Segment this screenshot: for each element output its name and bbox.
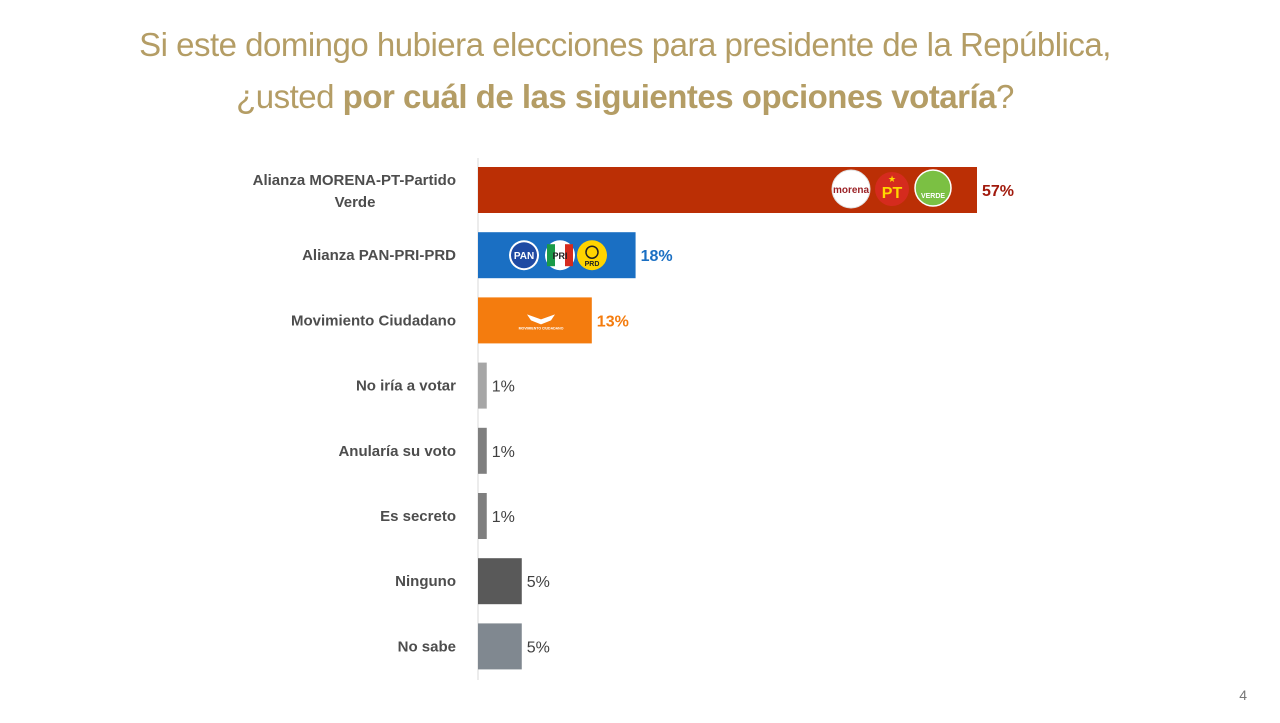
pri-red-stripe (565, 244, 573, 267)
bar-group: No iría a votar 1% (356, 362, 515, 409)
bar-group: Movimiento Ciudadano 13% MOVIMIENTO CIUDAD… (291, 297, 629, 344)
title-line2-bold: por cuál de las siguientes opciones vota… (342, 78, 997, 115)
prd-logo-icon (577, 240, 607, 271)
title-line2-prefix: ¿usted (236, 78, 343, 115)
value-label: 57% (982, 183, 1014, 200)
bar (478, 427, 487, 474)
category-label-line: Alianza MORENA-PT-Partido (253, 172, 456, 189)
pt-logo-text: PT (882, 185, 903, 202)
title-line2-suffix: ? (996, 78, 1014, 115)
morena-pt-verde-logos: morena ★PT VERDE (831, 169, 952, 209)
value-label: 18% (641, 248, 673, 265)
mc-eagle-icon (527, 314, 555, 325)
value-label: 1% (492, 509, 515, 526)
bar (478, 362, 487, 409)
category-label: Alianza MORENA-PT-Partido Verde (253, 172, 456, 211)
bar-group: Alianza MORENA-PT-Partido Verde 57% morena ★… (253, 167, 1014, 213)
value-label: 1% (492, 379, 515, 396)
bar (478, 623, 522, 670)
value-label: 5% (527, 639, 550, 656)
pt-star-icon: ★ (888, 174, 896, 184)
bar-group: Ninguno 5% (395, 558, 550, 605)
prd-sun-icon (585, 245, 599, 259)
morena-logo-icon (831, 169, 871, 209)
title-line1-text: Si este domingo hubiera elecciones para … (139, 26, 1111, 63)
bar (478, 493, 487, 539)
pri-logo-text: PRI (552, 251, 567, 261)
pan-pri-prd-logos: PAN PRI PRD (509, 240, 607, 271)
verde-logo-text: VERDE (921, 193, 945, 200)
chart-title-line1: Si este domingo hubiera elecciones para … (0, 26, 1250, 64)
bar-group: Es secreto 1% (380, 493, 515, 539)
value-label: 5% (527, 574, 550, 591)
category-label: No iría a votar (356, 378, 456, 395)
page-number: 4 (1239, 687, 1247, 703)
bar (478, 558, 522, 605)
category-label: Es secreto (380, 508, 456, 525)
value-label: 13% (597, 313, 629, 330)
mc-logo: MOVIMIENTO CIUDADANO (519, 314, 564, 330)
pan-logo-text: PAN (514, 251, 534, 262)
category-label: Movimiento Ciudadano (291, 312, 456, 329)
pt-logo-icon (875, 172, 909, 206)
value-label: 1% (492, 444, 515, 461)
category-label: No sabe (398, 638, 456, 655)
bar-group: Alianza PAN-PRI-PRD 18% PAN PRI PRD (302, 232, 673, 279)
morena-logo-text: morena (833, 185, 870, 196)
bar-group: Anularía su voto 1% (338, 427, 515, 474)
chart-title-line2: ¿usted por cuál de las siguientes opcion… (0, 78, 1250, 116)
pri-green-stripe (547, 244, 555, 267)
category-label-line: Verde (335, 194, 376, 211)
verde-logo-icon (914, 169, 952, 207)
category-label: Ninguno (395, 573, 456, 590)
mc-logo-text: MOVIMIENTO CIUDADANO (519, 326, 564, 330)
pan-logo-inner-icon (511, 242, 537, 269)
prd-logo-text: PRD (585, 261, 600, 268)
category-label: Alianza PAN-PRI-PRD (302, 247, 456, 264)
bar-group: No sabe 5% (398, 623, 550, 670)
category-label: Anularía su voto (338, 443, 456, 460)
